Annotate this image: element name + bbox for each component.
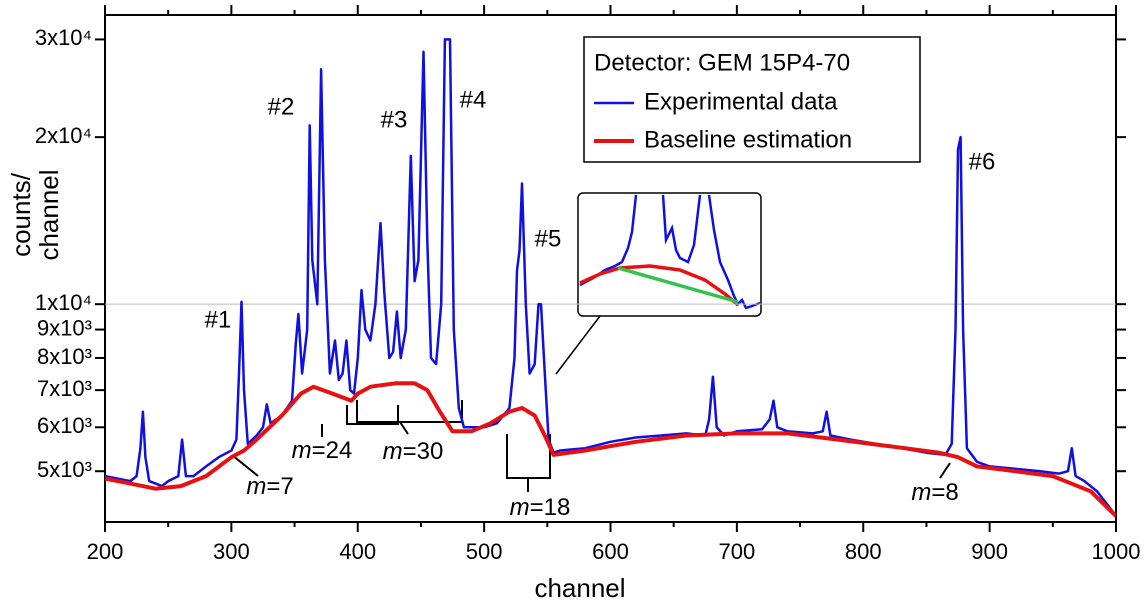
y-tick-label: 1x10⁴: [35, 290, 92, 315]
inset: [555, 192, 762, 375]
y-tick-label: 8x10³: [37, 344, 92, 369]
annotation: #2: [268, 93, 295, 120]
y-axis-label: channel: [34, 169, 64, 260]
x-tick-label: 200: [87, 539, 124, 564]
plot-lines: [105, 38, 1116, 518]
series-line: [105, 381, 1116, 518]
x-tick-label: 600: [592, 539, 629, 564]
y-tick-label: 7x10³: [37, 376, 92, 401]
brackets: [231, 400, 951, 492]
y-tick-label: 3x10⁴: [35, 25, 92, 50]
legend-label: Experimental data: [644, 88, 838, 115]
annotation: m=18: [510, 494, 571, 521]
x-tick-label: 500: [466, 539, 503, 564]
annotation: m=30: [383, 438, 444, 465]
annotation: m=7: [246, 473, 293, 500]
y-tick-label: 9x10³: [37, 315, 92, 340]
x-tick-label: 900: [971, 539, 1008, 564]
x-tick-label: 700: [719, 539, 756, 564]
x-tick-label: 300: [213, 539, 250, 564]
x-tick-label: 1000: [1092, 539, 1141, 564]
y-tick-label: 2x10⁴: [35, 123, 92, 148]
y-tick-label: 6x10³: [37, 413, 92, 438]
y-tick-label: 5x10³: [37, 457, 92, 482]
annotation: #3: [381, 106, 408, 133]
legend-title: Detector: GEM 15P4-70: [594, 49, 850, 76]
annotation: #6: [969, 148, 996, 175]
annotation: #1: [205, 306, 232, 333]
x-axis-label: channel: [534, 573, 625, 603]
annotation: m=24: [292, 437, 353, 464]
annotation: #4: [460, 86, 487, 113]
y-axis-label: counts/: [6, 172, 36, 257]
x-tick-label: 800: [845, 539, 882, 564]
legend-label: Baseline estimation: [644, 126, 852, 153]
x-tick-label: 400: [339, 539, 376, 564]
annotation: m=8: [911, 479, 958, 506]
legend-box: [583, 36, 921, 163]
annotation: #5: [535, 225, 562, 252]
